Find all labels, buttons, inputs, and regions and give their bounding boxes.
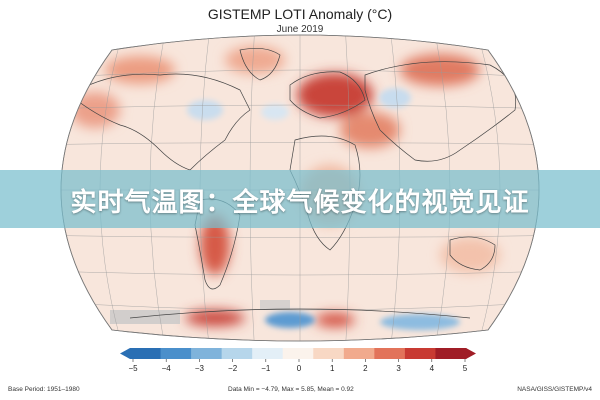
no-data-band-2 — [260, 300, 290, 310]
colorbar-tick-label: −2 — [228, 364, 238, 373]
caption-banner-text: 实时气温图：全球气候变化的视觉见证 — [70, 188, 530, 218]
globe-outline — [60, 34, 540, 342]
europe-heat-patch — [297, 73, 373, 117]
colorbar-segment — [343, 348, 375, 359]
colorbar-segment — [435, 348, 467, 359]
caption-banner — [0, 170, 600, 228]
colorbar-tick-label: 1 — [330, 364, 335, 373]
antarctic-hot-patch-2 — [315, 313, 355, 327]
siberia-warm-patch — [400, 54, 480, 86]
colorbar-segment — [313, 348, 345, 359]
colorbar-tick-label: 2 — [363, 364, 368, 373]
source-credit-label: NASA/GISS/GISTEMP/v4 — [517, 386, 592, 393]
colorbar-arrow-right — [466, 348, 476, 359]
middle-east-warm-patch — [340, 112, 400, 148]
greenland-warm-patch — [225, 46, 285, 74]
colorbar-segment — [282, 348, 314, 359]
north-america-coast — [69, 73, 251, 171]
antarctica-coast — [129, 308, 471, 319]
colorbar-arrow-left — [120, 348, 130, 359]
colorbar-tick-label: 5 — [463, 364, 468, 373]
map-title: GISTEMP LOTI Anomaly (°C) — [207, 6, 393, 22]
colorbar-tick-label: −4 — [162, 364, 172, 373]
colorbar: −5 −4 −3 −2 −1 0 1 2 3 4 5 — [0, 343, 600, 383]
colorbar-segment — [191, 348, 223, 359]
south-america-warm-patch — [200, 215, 230, 275]
europe-coast — [289, 71, 366, 119]
colorbar-segment — [221, 348, 253, 359]
colorbar-tick-label: 0 — [297, 364, 302, 373]
map-subtitle: June 2019 — [276, 24, 324, 35]
russia-cool-patch — [379, 88, 411, 108]
base-period-label: Base Period: 1951–1980 — [8, 386, 80, 393]
australia-warm-patch — [440, 237, 500, 273]
north-america-cool-patch — [187, 100, 223, 120]
colorbar-tick-label: −1 — [261, 364, 271, 373]
colorbar-segment — [374, 348, 406, 359]
colorbar-tick-label: −5 — [128, 364, 138, 373]
colorbar-segment — [404, 348, 436, 359]
data-stats-label: Data Min = −4.79, Max = 5.85, Mean = 0.9… — [228, 386, 354, 393]
colorbar-svg: −5 −4 −3 −2 −1 0 1 2 3 4 5 — [120, 348, 476, 373]
colorbar-tick-label: 4 — [430, 364, 435, 373]
atlantic-cool-patch — [261, 104, 289, 120]
colorbar-tick-label: 3 — [396, 364, 401, 373]
no-data-band — [110, 310, 180, 324]
australia-coast — [449, 236, 496, 271]
antarctic-cool-patch-2 — [380, 314, 460, 330]
antarctic-hot-patch — [185, 310, 245, 326]
colorbar-tick-label: −3 — [195, 364, 205, 373]
greenland-coast — [239, 48, 281, 81]
colorbar-segment — [252, 348, 284, 359]
antarctic-cool-patch — [265, 312, 315, 328]
colorbar-segment — [130, 348, 162, 359]
asia-coast — [364, 61, 517, 162]
colorbar-segment — [160, 348, 192, 359]
